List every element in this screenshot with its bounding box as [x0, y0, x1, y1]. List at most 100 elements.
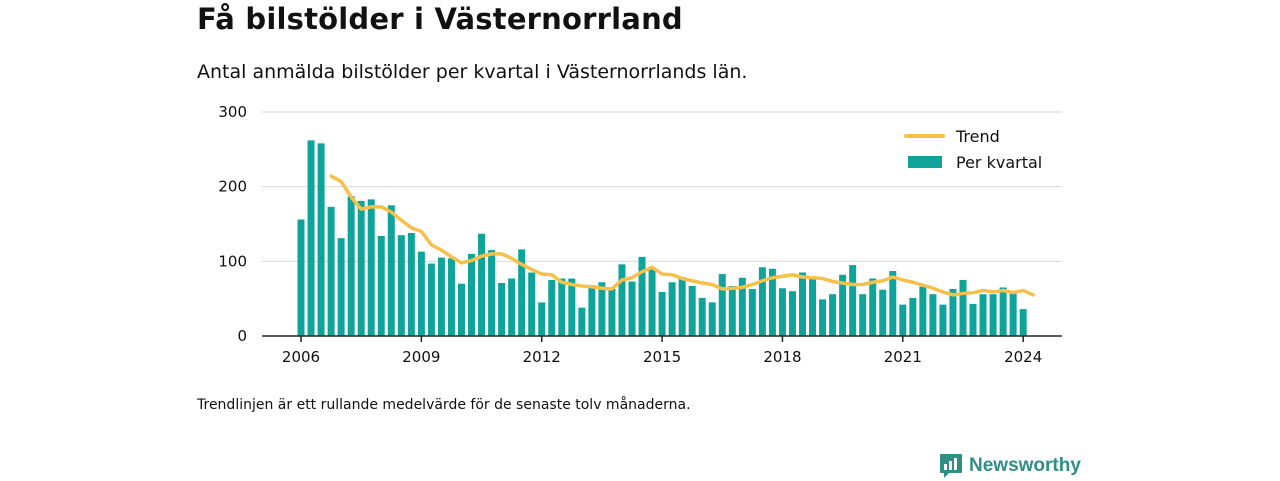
x-tick-label: 2021 — [884, 348, 922, 366]
bar — [648, 268, 656, 336]
bar — [347, 196, 355, 336]
legend: Trend Per kvartal — [904, 127, 1042, 172]
bar — [849, 265, 857, 336]
bar — [588, 285, 596, 336]
bar — [488, 250, 496, 336]
bar — [1019, 309, 1027, 336]
bar — [357, 200, 365, 336]
x-axis: 2006 2009 2012 2015 2018 2021 2024 — [262, 335, 1062, 366]
bar — [387, 205, 395, 336]
page-subtitle: Antal anmälda bilstölder per kvartal i V… — [197, 61, 748, 83]
bar — [427, 263, 435, 336]
bar — [708, 302, 716, 336]
bar — [407, 232, 415, 336]
bar — [498, 282, 506, 336]
x-tick-label: 2009 — [402, 348, 440, 366]
brand-name: Newsworthy — [969, 455, 1081, 476]
bar — [558, 278, 566, 336]
bar — [889, 271, 897, 336]
bar — [979, 294, 987, 336]
bar — [678, 277, 686, 336]
bar — [337, 238, 345, 336]
bar — [608, 288, 616, 336]
newsworthy-logo[interactable]: Newsworthy — [939, 451, 1081, 481]
grid-lines — [262, 111, 1062, 262]
bar-series-per-kvartal — [297, 140, 1027, 336]
trend-series — [329, 174, 1035, 297]
bar — [859, 294, 867, 336]
bar — [899, 304, 907, 336]
x-tick-label: 2018 — [763, 348, 801, 366]
bar — [618, 264, 626, 336]
x-tick-label: 2006 — [282, 348, 320, 366]
bar — [417, 251, 425, 336]
bar — [698, 297, 706, 336]
bar — [528, 272, 536, 336]
bar — [879, 289, 887, 336]
bar — [538, 302, 546, 336]
bar — [548, 280, 556, 336]
trend-line — [329, 174, 1035, 297]
y-tick-label: 200 — [218, 178, 247, 196]
bar — [778, 288, 786, 336]
bar — [909, 297, 917, 336]
bar — [447, 258, 455, 336]
bar — [297, 219, 305, 336]
bar — [839, 274, 847, 336]
bar — [327, 206, 335, 336]
x-tick-label: 2015 — [643, 348, 681, 366]
bar — [748, 288, 756, 336]
bar — [959, 280, 967, 336]
bar — [728, 285, 736, 336]
bar — [949, 288, 957, 336]
bar — [738, 277, 746, 336]
x-tick-label: 2012 — [523, 348, 561, 366]
bar — [377, 235, 385, 336]
newsworthy-chart-icon — [940, 454, 962, 478]
bar — [668, 282, 676, 336]
bar — [468, 253, 476, 336]
legend-trend-label: Trend — [955, 127, 1000, 146]
bar — [457, 283, 465, 336]
bar — [939, 304, 947, 336]
bar — [638, 256, 646, 336]
footnote: Trendlinjen är ett rullande medelvärde f… — [197, 397, 691, 413]
y-tick-label: 100 — [218, 252, 247, 270]
bar — [367, 199, 375, 336]
bar — [518, 249, 526, 336]
bar — [869, 278, 877, 336]
bar — [969, 303, 977, 336]
bar — [829, 294, 837, 336]
y-axis-labels: 0 100 200 300 — [218, 103, 247, 345]
bar — [999, 287, 1007, 336]
bar — [688, 285, 696, 336]
bar — [819, 299, 827, 336]
legend-per-kvartal-swatch — [908, 156, 942, 168]
bar — [809, 277, 817, 336]
bar — [508, 278, 516, 336]
bar — [929, 294, 937, 336]
bar — [919, 286, 927, 336]
bar — [598, 282, 606, 336]
bar — [628, 281, 636, 336]
bar — [307, 140, 315, 336]
bar — [989, 294, 997, 336]
bar — [768, 268, 776, 336]
legend-per-kvartal-label: Per kvartal — [956, 153, 1042, 172]
bar — [1009, 292, 1017, 336]
bar — [317, 143, 325, 336]
bar — [788, 291, 796, 336]
bar — [478, 233, 486, 336]
bar — [568, 278, 576, 336]
bar — [437, 257, 445, 336]
bar — [799, 272, 806, 336]
y-tick-label: 300 — [218, 103, 247, 121]
bar — [578, 307, 586, 336]
bar — [397, 235, 405, 336]
page-title: Få bilstölder i Västernorrland — [197, 2, 683, 36]
y-tick-label: 0 — [237, 327, 247, 345]
x-tick-label: 2024 — [1004, 348, 1042, 366]
bar — [718, 274, 726, 336]
bar — [658, 291, 666, 336]
